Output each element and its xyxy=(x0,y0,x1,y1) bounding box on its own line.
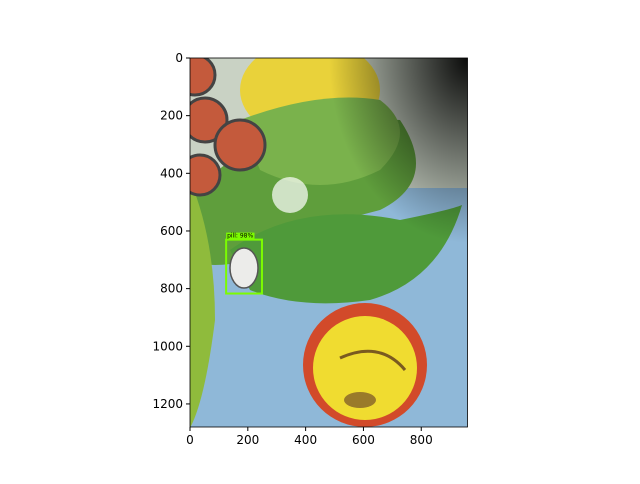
detection-label-bg xyxy=(226,232,255,240)
y-tick-label: 1200 xyxy=(152,397,183,411)
y-tick-label: 400 xyxy=(160,166,183,180)
y-tick-label: 0 xyxy=(175,51,183,65)
detection-label: pill: 98% xyxy=(227,233,253,240)
y-tick-label: 200 xyxy=(160,109,183,123)
y-tick-label: 800 xyxy=(160,282,183,296)
x-tick-label: 200 xyxy=(236,433,259,447)
photo xyxy=(190,58,468,427)
y-tick-label: 600 xyxy=(160,224,183,238)
x-tick-label: 0 xyxy=(186,433,194,447)
x-tick-label: 600 xyxy=(352,433,375,447)
axes-frame xyxy=(189,57,468,428)
x-tick-label: 400 xyxy=(294,433,317,447)
x-tick-label: 800 xyxy=(410,433,433,447)
y-tick-label: 1000 xyxy=(152,339,183,353)
